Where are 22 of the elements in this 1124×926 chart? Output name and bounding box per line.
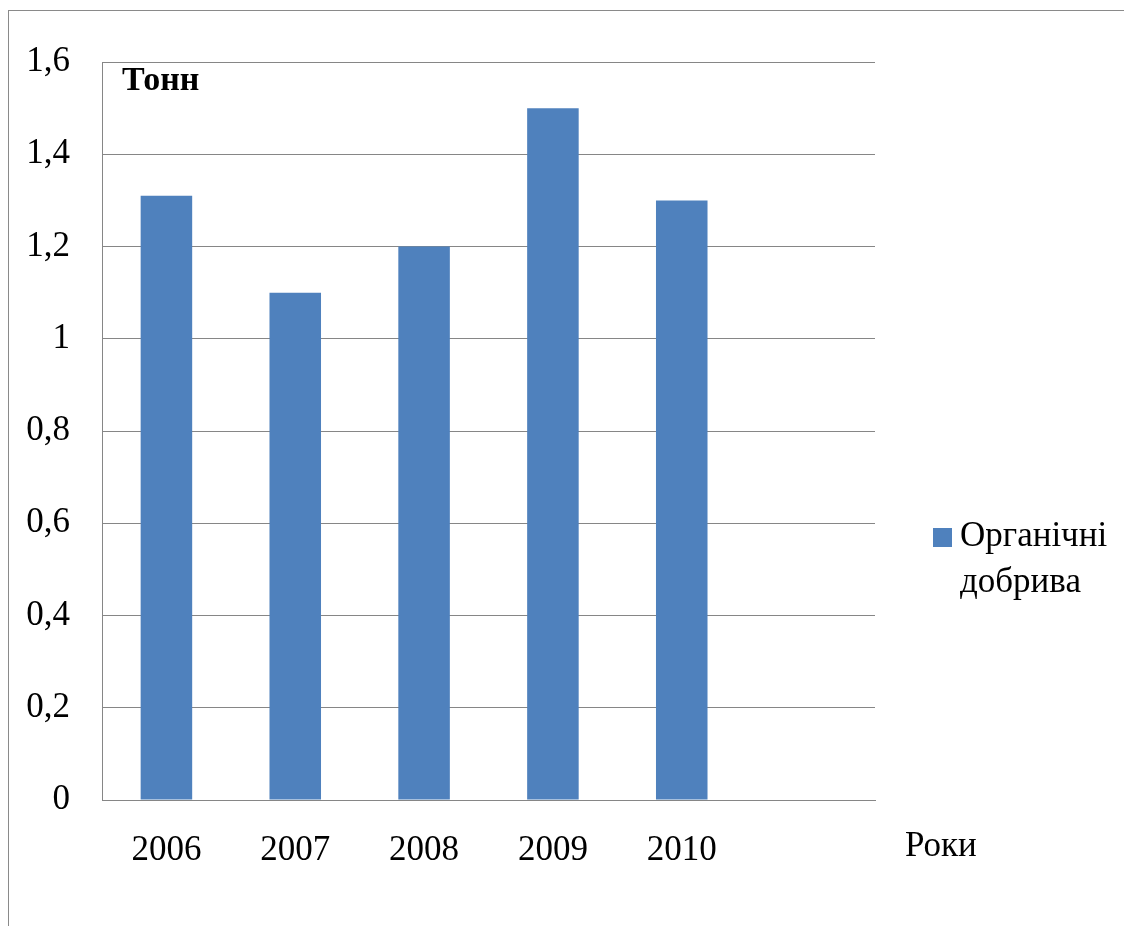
y-tick-label: 0,6: [26, 501, 70, 541]
y-tick-label: 1,2: [26, 224, 70, 264]
y-tick-label: 1,6: [26, 40, 70, 80]
x-tick-label: 2008: [389, 829, 460, 869]
bar: [655, 200, 708, 800]
x-tick-label: 2010: [646, 829, 717, 869]
x-axis-title: Роки: [905, 825, 977, 865]
bar: [269, 292, 322, 800]
y-tick-label: 1,4: [26, 132, 70, 172]
x-tick-label: 2007: [260, 829, 331, 869]
y-tick-label: 1: [52, 316, 70, 356]
bar: [527, 108, 579, 800]
y-tick-label: 0,4: [26, 593, 70, 633]
y-tick-label: 0: [52, 778, 70, 818]
bar: [398, 246, 450, 800]
x-tick-label: 2006: [131, 829, 202, 869]
bar: [140, 195, 193, 800]
x-tick-label: 2009: [517, 829, 588, 869]
y-tick-label: 0,2: [26, 685, 70, 725]
y-tick-label: 0,8: [26, 409, 70, 449]
legend-label: Органічні добрива: [960, 515, 1108, 601]
y-axis-title: Тонн: [122, 59, 200, 97]
